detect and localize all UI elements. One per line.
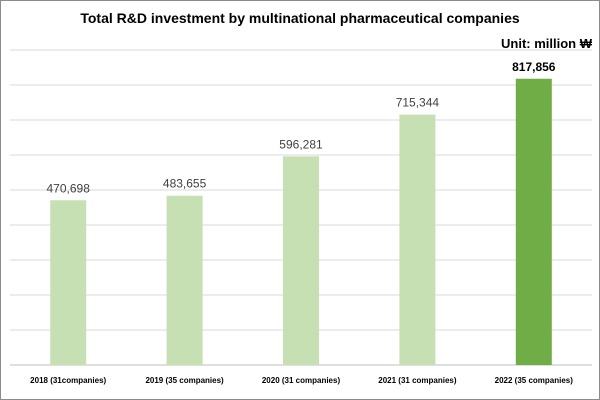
chart-title: Total R&D investment by multinational ph… — [80, 10, 520, 26]
bar-5 — [515, 78, 552, 365]
value-label-2: 483,655 — [163, 177, 207, 191]
value-label-1: 470,698 — [47, 181, 91, 195]
category-label-3: 2020 (31 companies) — [262, 376, 341, 385]
bar-3 — [283, 156, 319, 365]
bar-2 — [166, 195, 203, 365]
category-label-4: 2021 (31 companies) — [378, 376, 457, 385]
category-label-5: 2022 (35 companies) — [495, 376, 574, 385]
bar-4 — [399, 114, 436, 365]
value-labels: 470,698 483,655 596,281 715,344 817,856 — [47, 60, 556, 196]
value-label-3: 596,281 — [279, 137, 323, 151]
category-label-2: 2019 (35 companies) — [145, 376, 224, 385]
bar-1 — [50, 200, 87, 365]
category-labels: 2018 (31companies) 2019 (35 companies) 202… — [30, 376, 573, 385]
value-label-4: 715,344 — [396, 96, 440, 110]
unit-label: Unit: million ₩ — [501, 36, 592, 51]
category-label-1: 2018 (31companies) — [30, 376, 106, 385]
bars — [50, 78, 552, 365]
value-label-5: 817,856 — [512, 60, 556, 74]
